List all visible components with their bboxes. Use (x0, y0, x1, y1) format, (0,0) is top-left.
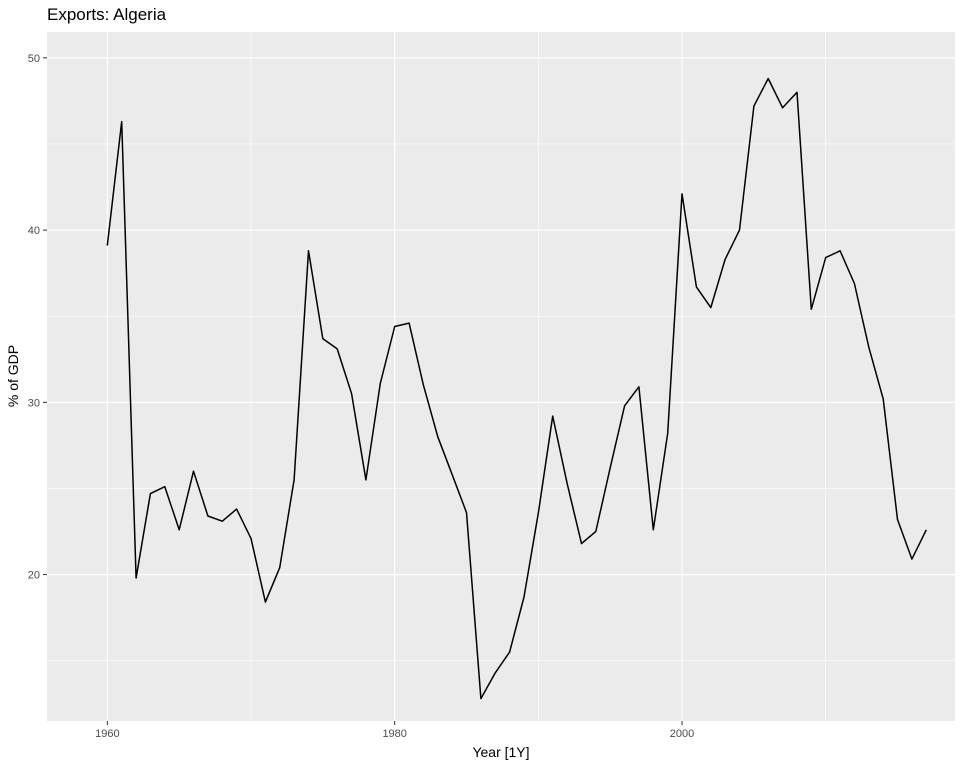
y-tick-label: 30 (28, 397, 40, 409)
axis-ticks: 1960 1980 2000 20 30 40 50 (28, 53, 695, 740)
x-axis-title: Year [1Y] (472, 744, 529, 760)
chart-title: Exports: Algeria (47, 5, 167, 24)
y-tick-label: 50 (28, 53, 40, 65)
y-tick-label: 40 (28, 225, 40, 237)
data-layer (106, 77, 927, 700)
x-tick-label: 2000 (670, 728, 694, 740)
series-line (106, 77, 927, 700)
x-tick-label: 1960 (95, 728, 119, 740)
plot-background (47, 32, 955, 721)
x-tick-label: 1980 (382, 728, 406, 740)
y-tick-label: 20 (28, 570, 40, 582)
major-gridlines (47, 32, 955, 721)
y-axis-title: % of GDP (5, 345, 21, 407)
